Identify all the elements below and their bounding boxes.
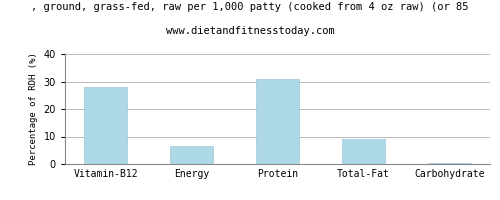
Bar	[256, 79, 299, 164]
Bar	[170, 146, 213, 164]
Text: , ground, grass-fed, raw per 1,000 patty (cooked from 4 oz raw) (or 85: , ground, grass-fed, raw per 1,000 patty…	[31, 2, 469, 12]
Bar	[342, 139, 385, 164]
Bar	[84, 87, 127, 164]
Y-axis label: Percentage of RDH (%): Percentage of RDH (%)	[29, 53, 38, 165]
Text: www.dietandfitnesstoday.com: www.dietandfitnesstoday.com	[166, 26, 334, 36]
Bar	[428, 163, 470, 164]
